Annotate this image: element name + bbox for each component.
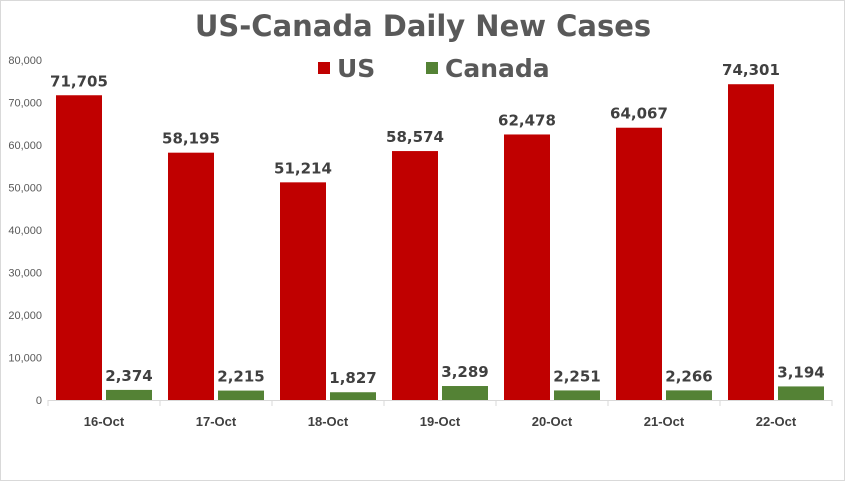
data-label-us-20-oct: 62,478 <box>498 111 556 129</box>
legend-swatch-canada <box>426 62 438 74</box>
data-label-us-19-oct: 58,574 <box>386 128 444 146</box>
bar-canada-18-oct <box>330 392 376 400</box>
legend-label-canada: Canada <box>445 54 550 83</box>
x-axis: 16-Oct 17-Oct 18-Oct 19-Oct 20-Oct 21-Oct 22-O… <box>47 400 833 429</box>
y-tick-label: 60,000 <box>8 140 42 152</box>
data-label-us-16-oct: 71,705 <box>50 72 108 90</box>
y-tick-label: 40,000 <box>8 225 42 237</box>
data-label-canada-17-oct: 2,215 <box>217 368 264 386</box>
bar-us-17-oct <box>168 152 214 400</box>
bar-canada-17-oct <box>218 390 264 400</box>
data-label-us-17-oct: 58,195 <box>162 130 220 148</box>
bar-us-22-oct <box>728 84 774 400</box>
bar-canada-21-oct <box>666 390 712 400</box>
x-tick-label: 22-Oct <box>756 414 797 429</box>
bar-us-19-oct <box>392 151 438 400</box>
y-tick-label: 20,000 <box>8 310 42 322</box>
y-tick-label: 50,000 <box>8 183 42 195</box>
bar-us-18-oct <box>280 182 326 400</box>
y-tick-label: 70,000 <box>8 98 42 110</box>
bar-us-16-oct <box>56 95 102 400</box>
bar-canada-22-oct <box>778 386 824 400</box>
data-label-us-21-oct: 64,067 <box>610 105 668 123</box>
value-labels-group: 71,705 2,374 58,195 2,215 51,214 1,827 58,574 3… <box>50 61 825 387</box>
legend-label-us: US <box>337 54 375 83</box>
y-axis: 0 10,000 20,000 30,000 40,000 50,000 60,000 70,… <box>8 55 42 407</box>
data-label-canada-16-oct: 2,374 <box>105 367 152 385</box>
bar-canada-20-oct <box>554 390 600 400</box>
bar-canada-19-oct <box>442 386 488 400</box>
x-tick-label: 17-Oct <box>196 414 237 429</box>
data-label-us-22-oct: 74,301 <box>722 61 780 79</box>
y-tick-label: 80,000 <box>8 55 42 67</box>
y-tick-label: 30,000 <box>8 268 42 280</box>
x-tick-label: 19-Oct <box>420 414 461 429</box>
bars-group <box>56 84 824 401</box>
data-label-canada-22-oct: 3,194 <box>777 363 824 381</box>
data-label-canada-20-oct: 2,251 <box>553 367 600 385</box>
bar-us-20-oct <box>504 134 550 400</box>
data-label-canada-21-oct: 2,266 <box>665 367 712 385</box>
chart-title: US-Canada Daily New Cases <box>195 9 651 43</box>
legend: US Canada <box>318 54 550 83</box>
y-tick-label: 0 <box>36 395 42 407</box>
data-label-canada-19-oct: 3,289 <box>441 363 488 381</box>
x-tick-label: 21-Oct <box>644 414 685 429</box>
x-tick-label: 20-Oct <box>532 414 573 429</box>
y-tick-label: 10,000 <box>8 353 42 365</box>
bar-canada-16-oct <box>106 389 152 400</box>
x-tick-label: 16-Oct <box>84 414 125 429</box>
legend-swatch-us <box>318 62 330 74</box>
x-tick-label: 18-Oct <box>308 414 349 429</box>
data-label-us-18-oct: 51,214 <box>274 159 332 177</box>
bar-us-21-oct <box>616 127 662 401</box>
data-label-canada-18-oct: 1,827 <box>329 369 376 387</box>
